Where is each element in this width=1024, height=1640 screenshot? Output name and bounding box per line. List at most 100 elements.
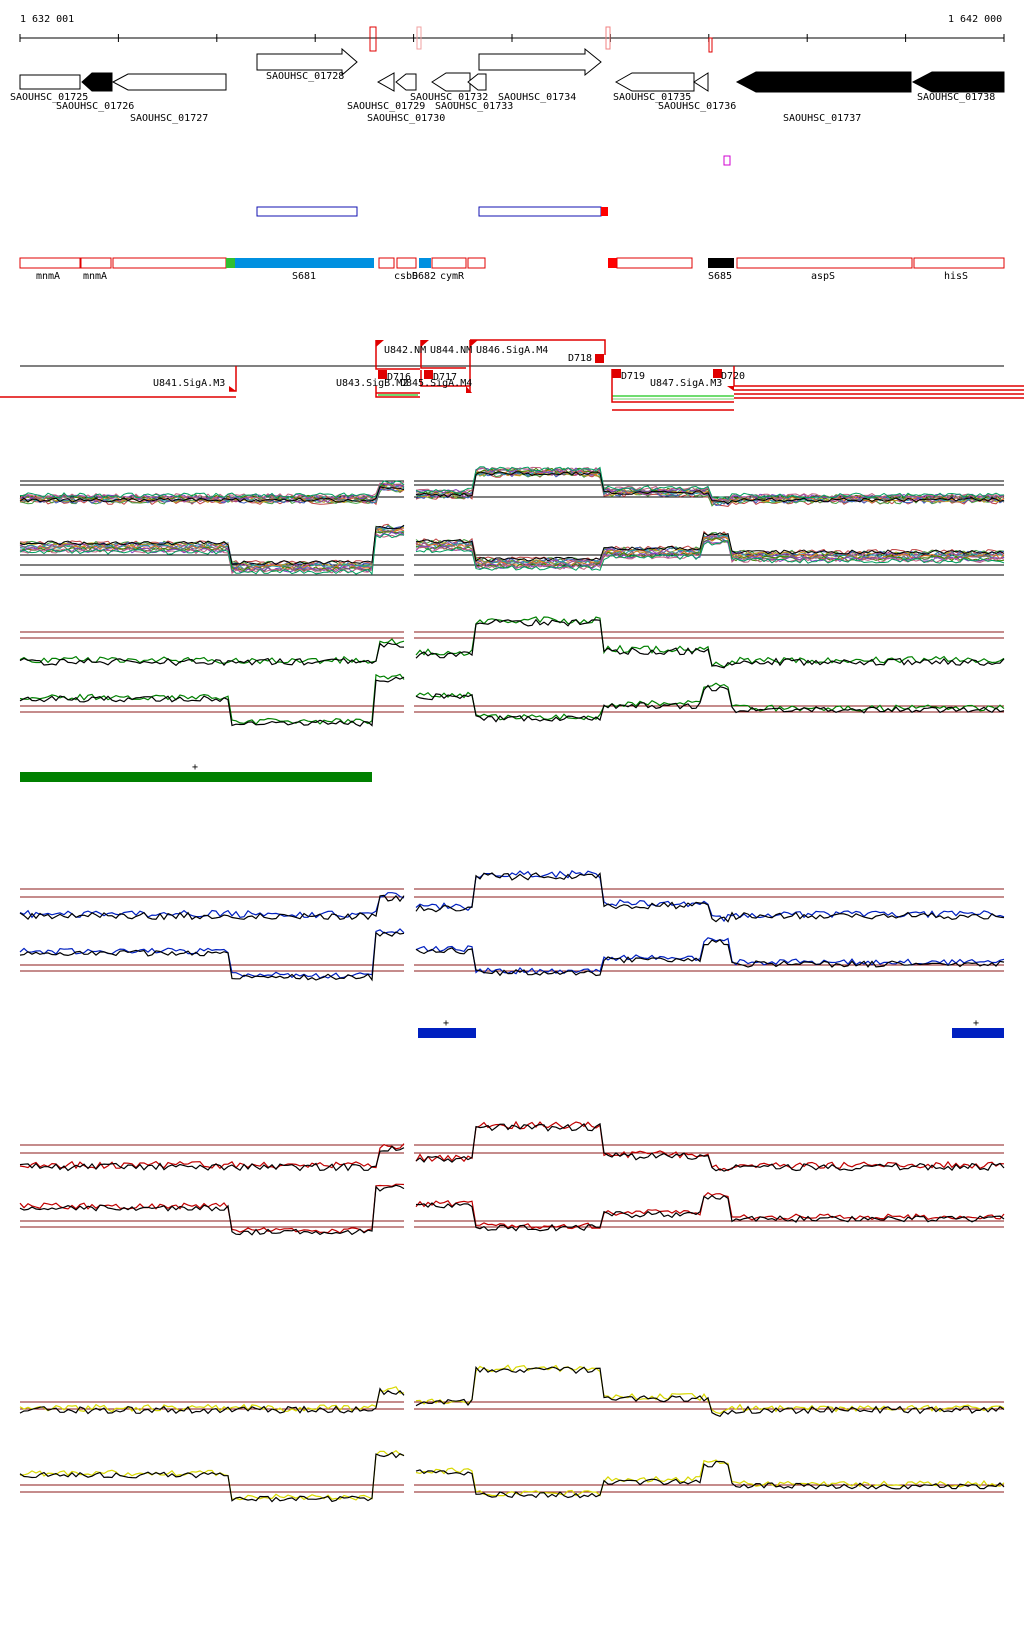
segment-box[interactable] xyxy=(378,257,395,269)
gene-label: SAOUHSC_01738 xyxy=(917,92,995,103)
expression-curve xyxy=(415,938,1005,977)
blue-feature-bar[interactable] xyxy=(952,1028,1004,1038)
segment-track: mnmA mnmA S681 csbD S682 cymR S685 aspS … xyxy=(19,257,1005,282)
gene-arrow[interactable] xyxy=(19,74,81,90)
segment-box[interactable] xyxy=(80,257,112,269)
expression-curve xyxy=(415,531,1005,562)
coordinate-ruler: 1 632 001 1 642 000 xyxy=(19,14,1005,53)
green-feature-bar[interactable] xyxy=(20,772,372,782)
downshift-label: D717 xyxy=(433,372,457,383)
expression-curve xyxy=(415,684,1005,723)
segment-label: S681 xyxy=(292,271,316,282)
segment-label: S685 xyxy=(708,271,732,282)
expression-curve xyxy=(19,532,405,575)
expression-curve xyxy=(415,536,1005,568)
expression-curve xyxy=(415,466,1005,501)
expression-curve xyxy=(19,642,405,667)
ruler-marker xyxy=(605,26,611,50)
ruler-marker xyxy=(708,37,713,53)
gene-label: SAOUHSC_01730 xyxy=(367,113,445,124)
expression-curve xyxy=(19,533,405,576)
tu-label: U845.SigA.M4 xyxy=(400,378,472,389)
gene-arrow[interactable] xyxy=(693,72,709,92)
gene-label: SAOUHSC_01726 xyxy=(56,101,134,112)
segment-box[interactable] xyxy=(913,257,1005,269)
segment-box[interactable] xyxy=(396,257,417,269)
gene-arrow[interactable] xyxy=(111,73,227,91)
tu-label: U844.NM xyxy=(430,345,472,356)
expression-curve xyxy=(415,618,1005,669)
gene-label: SAOUHSC_01736 xyxy=(658,101,736,112)
expression-curve xyxy=(415,540,1005,570)
downshift-mark[interactable] xyxy=(713,369,722,378)
gene-track: SAOUHSC_01725 SAOUHSC_01726 SAOUHSC_0172… xyxy=(10,47,1005,124)
gene-arrow[interactable] xyxy=(395,73,417,91)
expression-curve xyxy=(415,1365,1005,1418)
gene-label: SAOUHSC_01725 xyxy=(10,92,88,103)
downshift-mark[interactable] xyxy=(595,354,604,363)
segment-label: aspS xyxy=(811,271,835,282)
expression-curve xyxy=(415,872,1005,923)
segment-box[interactable] xyxy=(616,257,693,269)
expression-curve xyxy=(19,527,405,569)
expression-curve xyxy=(415,471,1005,505)
segment-box[interactable] xyxy=(419,258,431,268)
blue-feature-bar[interactable] xyxy=(418,1028,476,1038)
segment-box[interactable] xyxy=(431,257,467,269)
gene-label: SAOUHSC_01733 xyxy=(435,101,513,112)
magenta-marker xyxy=(723,155,731,166)
gene-label: SAOUHSC_01737 xyxy=(783,113,861,124)
segment-box[interactable] xyxy=(112,257,227,269)
expression-curve xyxy=(415,937,1005,975)
tu-label: U842.NM xyxy=(384,345,426,356)
gene-label: SAOUHSC_01734 xyxy=(498,92,576,103)
ruler-end-label: 1 642 000 xyxy=(948,14,1002,25)
ruler-marker xyxy=(369,26,377,52)
gene-arrow[interactable] xyxy=(735,71,912,93)
expression-curve xyxy=(19,638,405,665)
expression-curve xyxy=(415,1459,1005,1497)
segment-box[interactable] xyxy=(467,257,486,269)
downshift-mark[interactable] xyxy=(378,370,387,379)
ruler-marker xyxy=(416,26,422,50)
expression-curve xyxy=(19,481,405,500)
gene-arrow[interactable] xyxy=(256,47,358,77)
downshift-mark[interactable] xyxy=(612,369,621,378)
segment-box[interactable] xyxy=(708,258,734,268)
feature-strand-label: + xyxy=(443,1018,449,1029)
segment-green-mark xyxy=(226,258,235,268)
segment-box[interactable] xyxy=(19,257,81,269)
gene-arrow[interactable] xyxy=(614,72,695,92)
expression-curve xyxy=(415,540,1005,571)
blue-region xyxy=(478,206,602,217)
expression-curve xyxy=(19,931,405,982)
gene-arrow[interactable] xyxy=(81,72,113,92)
ruler-start-label: 1 632 001 xyxy=(20,14,74,25)
expression-curve xyxy=(19,1145,405,1172)
expression-curve xyxy=(19,1143,405,1170)
expression-track-green xyxy=(19,616,1005,727)
expression-overview-track xyxy=(19,466,1005,576)
segment-box[interactable] xyxy=(736,257,913,269)
gene-arrow[interactable] xyxy=(467,73,487,91)
expression-curve xyxy=(19,1386,405,1413)
downshift-label: D719 xyxy=(621,371,645,382)
expression-curve xyxy=(19,1449,405,1501)
gene-arrow[interactable] xyxy=(478,47,602,77)
segment-box[interactable] xyxy=(235,258,374,268)
downshift-label: D716 xyxy=(387,372,411,383)
downshift-mark[interactable] xyxy=(424,370,433,379)
gene-label: SAOUHSC_01735 xyxy=(613,92,691,103)
expression-curve xyxy=(19,894,405,921)
expression-curve xyxy=(415,1191,1005,1230)
feature-strand-label: + xyxy=(973,1018,979,1029)
expression-track-red xyxy=(19,1120,1005,1236)
segment-label: mnmA xyxy=(36,271,60,282)
expression-curve xyxy=(19,1451,405,1503)
gene-arrow[interactable] xyxy=(376,72,395,92)
gene-label: SAOUHSC_01732 xyxy=(410,92,488,103)
gene-arrow[interactable] xyxy=(431,72,471,92)
gene-arrow[interactable] xyxy=(911,71,1005,93)
expression-track-blue xyxy=(19,870,1005,982)
